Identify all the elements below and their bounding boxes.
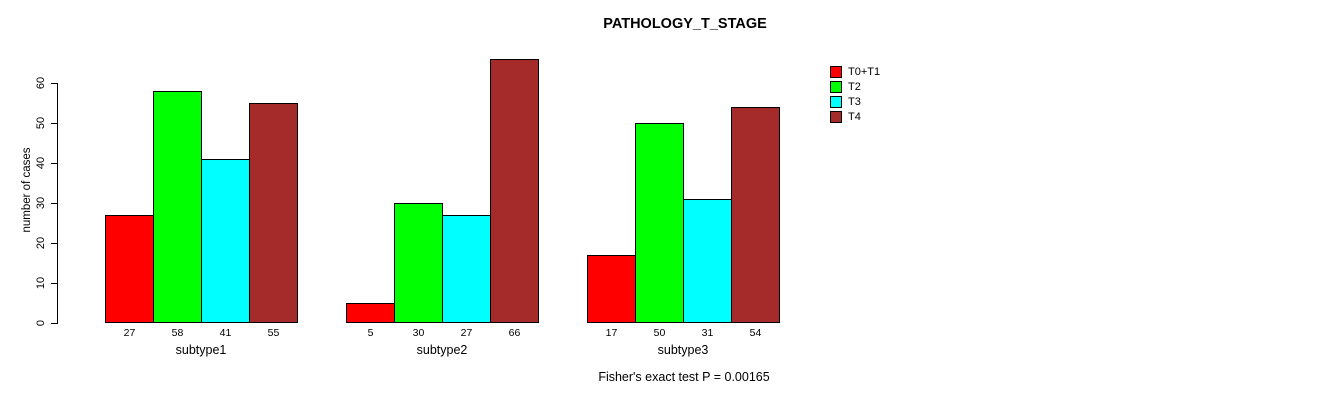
- y-tick-label: 10: [35, 276, 47, 290]
- legend-item-T3: T3: [830, 94, 880, 109]
- y-tick-mark: [51, 283, 58, 284]
- bar-value-label: 31: [701, 327, 714, 339]
- annotation-fisher-test: Fisher's exact test P = 0.00165: [598, 370, 770, 384]
- category-label-subtype1: subtype1: [175, 343, 227, 357]
- bar-value-label: 27: [460, 327, 473, 339]
- bar-subtype1-T0+T1: [105, 215, 154, 323]
- y-tick-mark: [51, 243, 58, 244]
- bar-value-label: 17: [605, 327, 618, 339]
- y-tick-label: 30: [35, 196, 47, 210]
- bar-value-label: 50: [653, 327, 666, 339]
- bar-subtype3-T2: [635, 123, 684, 323]
- y-axis-label: number of cases: [21, 147, 33, 233]
- y-tick-label: 60: [35, 76, 47, 90]
- bar-value-label: 27: [123, 327, 136, 339]
- legend-swatch-icon: [830, 110, 842, 123]
- bar-subtype1-T3: [201, 159, 250, 323]
- legend-swatch-icon: [830, 95, 842, 108]
- y-tick-mark: [51, 163, 58, 164]
- legend-label: T0+T1: [848, 65, 881, 78]
- bar-value-label: 58: [171, 327, 184, 339]
- y-tick-label: 50: [35, 116, 47, 130]
- legend-item-T2: T2: [830, 79, 880, 94]
- category-label-subtype2: subtype2: [416, 343, 468, 357]
- bar-value-label: 41: [219, 327, 232, 339]
- legend-item-T4: T4: [830, 109, 880, 124]
- bar-value-label: 66: [508, 327, 521, 339]
- bar-subtype2-T3: [442, 215, 491, 323]
- legend-swatch-icon: [830, 80, 842, 93]
- legend-item-T0+T1: T0+T1: [830, 64, 880, 79]
- legend: T0+T1 T2 T3 T4: [830, 64, 880, 124]
- bar-subtype2-T2: [394, 203, 443, 323]
- y-tick-mark: [51, 203, 58, 204]
- legend-label: T2: [848, 80, 861, 93]
- bar-value-label: 5: [367, 327, 374, 339]
- bar-subtype3-T0+T1: [587, 255, 636, 323]
- bar-value-label: 55: [267, 327, 280, 339]
- y-tick-label: 20: [35, 236, 47, 250]
- bar-value-label: 30: [412, 327, 425, 339]
- legend-swatch-icon: [830, 65, 842, 78]
- bar-value-label: 54: [749, 327, 762, 339]
- chart-title: PATHOLOGY_T_STAGE: [603, 16, 767, 32]
- legend-label: T3: [848, 95, 861, 108]
- y-tick-mark: [51, 323, 58, 324]
- y-tick-label: 40: [35, 156, 47, 170]
- bar-subtype1-T2: [153, 91, 202, 323]
- category-label-subtype3: subtype3: [657, 343, 709, 357]
- bar-subtype2-T4: [490, 59, 539, 323]
- bar-subtype2-T0+T1: [346, 303, 395, 323]
- y-tick-mark: [51, 123, 58, 124]
- legend-label: T4: [848, 110, 861, 123]
- y-tick-mark: [51, 83, 58, 84]
- y-tick-label: 0: [35, 319, 47, 327]
- bar-subtype1-T4: [249, 103, 298, 323]
- bar-subtype3-T4: [731, 107, 780, 323]
- bar-subtype3-T3: [683, 199, 732, 323]
